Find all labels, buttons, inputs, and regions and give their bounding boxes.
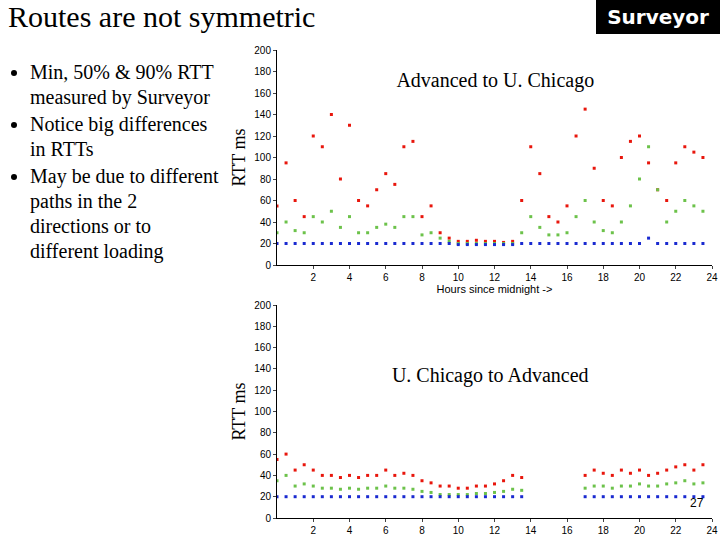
html-text:May be due to different paths: May be due to different paths in the 2 d… xyxy=(30,165,219,262)
svg-text:12: 12 xyxy=(489,272,501,283)
svg-text:6: 6 xyxy=(383,272,389,283)
svg-text:180: 180 xyxy=(254,321,271,332)
svg-text:80: 80 xyxy=(260,427,272,438)
svg-text:16: 16 xyxy=(561,525,573,536)
svg-text:140: 140 xyxy=(254,109,271,120)
svg-text:40: 40 xyxy=(260,217,272,228)
svg-text:2: 2 xyxy=(310,272,316,283)
svg-text:24: 24 xyxy=(706,272,718,283)
svg-text:160: 160 xyxy=(254,342,271,353)
svg-text:60: 60 xyxy=(260,195,272,206)
svg-text:Advanced to U. Chicago: Advanced to U. Chicago xyxy=(396,69,594,92)
html-text:Surveyor: Surveyor xyxy=(607,5,709,29)
html-text:27: 27 xyxy=(690,496,704,510)
svg-text:40: 40 xyxy=(260,470,272,481)
svg-text:200: 200 xyxy=(254,45,271,56)
svg-text:4: 4 xyxy=(347,525,353,536)
svg-text:RTT ms: RTT ms xyxy=(229,382,249,440)
html-text:Notice big differences in RTTs: Notice big differences in RTTs xyxy=(30,113,208,160)
svg-text:20: 20 xyxy=(634,272,646,283)
svg-text:100: 100 xyxy=(254,406,271,417)
svg-text:U. Chicago to Advanced: U. Chicago to Advanced xyxy=(392,364,589,387)
svg-text:24: 24 xyxy=(706,525,718,536)
svg-text:200: 200 xyxy=(254,300,271,311)
svg-text:2: 2 xyxy=(310,525,316,536)
svg-text:160: 160 xyxy=(254,88,271,99)
svg-text:8: 8 xyxy=(419,272,425,283)
svg-text:6: 6 xyxy=(383,525,389,536)
svg-text:180: 180 xyxy=(254,66,271,77)
svg-text:16: 16 xyxy=(561,272,573,283)
svg-text:14: 14 xyxy=(525,525,537,536)
svg-text:80: 80 xyxy=(260,174,272,185)
svg-text:Hours since midnight ->: Hours since midnight -> xyxy=(437,283,553,295)
svg-text:12: 12 xyxy=(489,525,501,536)
svg-text:120: 120 xyxy=(254,385,271,396)
svg-text:10: 10 xyxy=(453,272,465,283)
html-text:Min, 50% & 90% RTT measured by: Min, 50% & 90% RTT measured by Surveyor xyxy=(30,61,214,108)
svg-text:0: 0 xyxy=(265,260,271,271)
svg-text:22: 22 xyxy=(670,525,682,536)
svg-text:18: 18 xyxy=(598,272,610,283)
svg-text:0: 0 xyxy=(265,513,271,524)
svg-text:10: 10 xyxy=(453,525,465,536)
svg-text:22: 22 xyxy=(670,272,682,283)
svg-text:4: 4 xyxy=(347,272,353,283)
svg-text:100: 100 xyxy=(254,152,271,163)
svg-text:140: 140 xyxy=(254,363,271,374)
svg-text:RTT ms: RTT ms xyxy=(229,128,249,186)
svg-text:20: 20 xyxy=(260,491,272,502)
svg-text:60: 60 xyxy=(260,449,272,460)
svg-text:18: 18 xyxy=(598,525,610,536)
svg-text:20: 20 xyxy=(634,525,646,536)
svg-text:120: 120 xyxy=(254,131,271,142)
svg-text:20: 20 xyxy=(260,238,272,249)
svg-text:14: 14 xyxy=(525,272,537,283)
svg-text:8: 8 xyxy=(419,525,425,536)
html-text:Routes are not symmetric: Routes are not symmetric xyxy=(8,0,316,33)
